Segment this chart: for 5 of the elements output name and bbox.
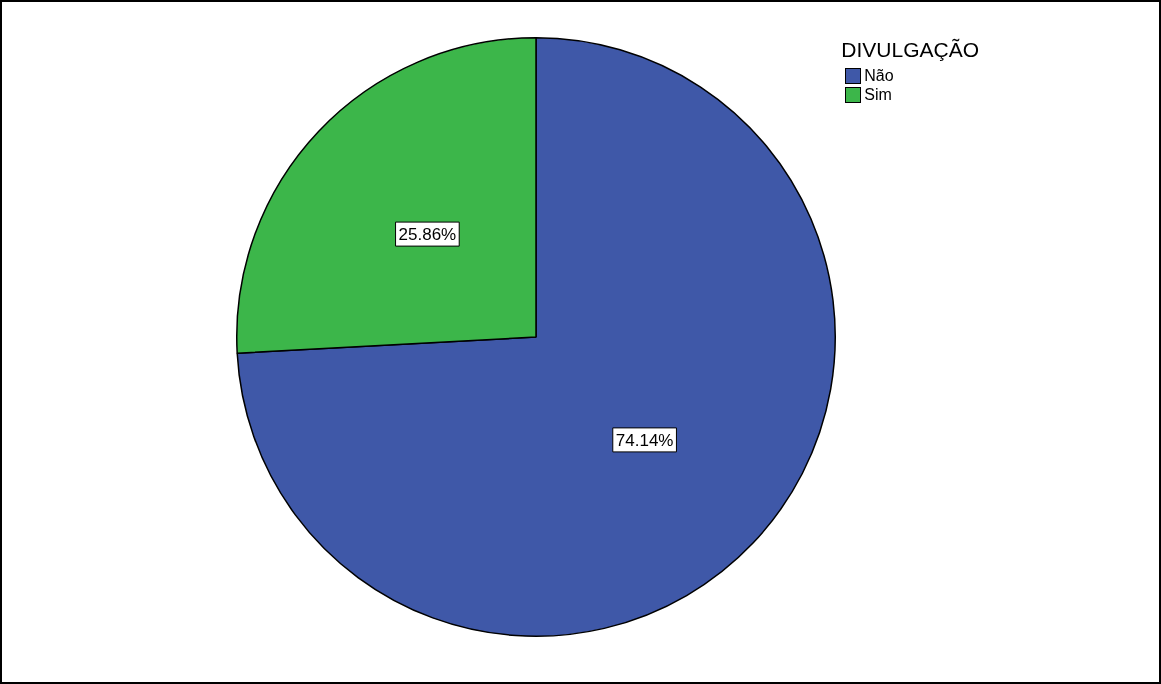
data-label: 74.14% xyxy=(615,430,674,450)
legend-label: Não xyxy=(864,66,894,85)
data-label: 25.86% xyxy=(398,224,457,244)
legend-title: DIVULGAÇÃO xyxy=(841,38,979,62)
legend-label: Sim xyxy=(864,85,892,104)
